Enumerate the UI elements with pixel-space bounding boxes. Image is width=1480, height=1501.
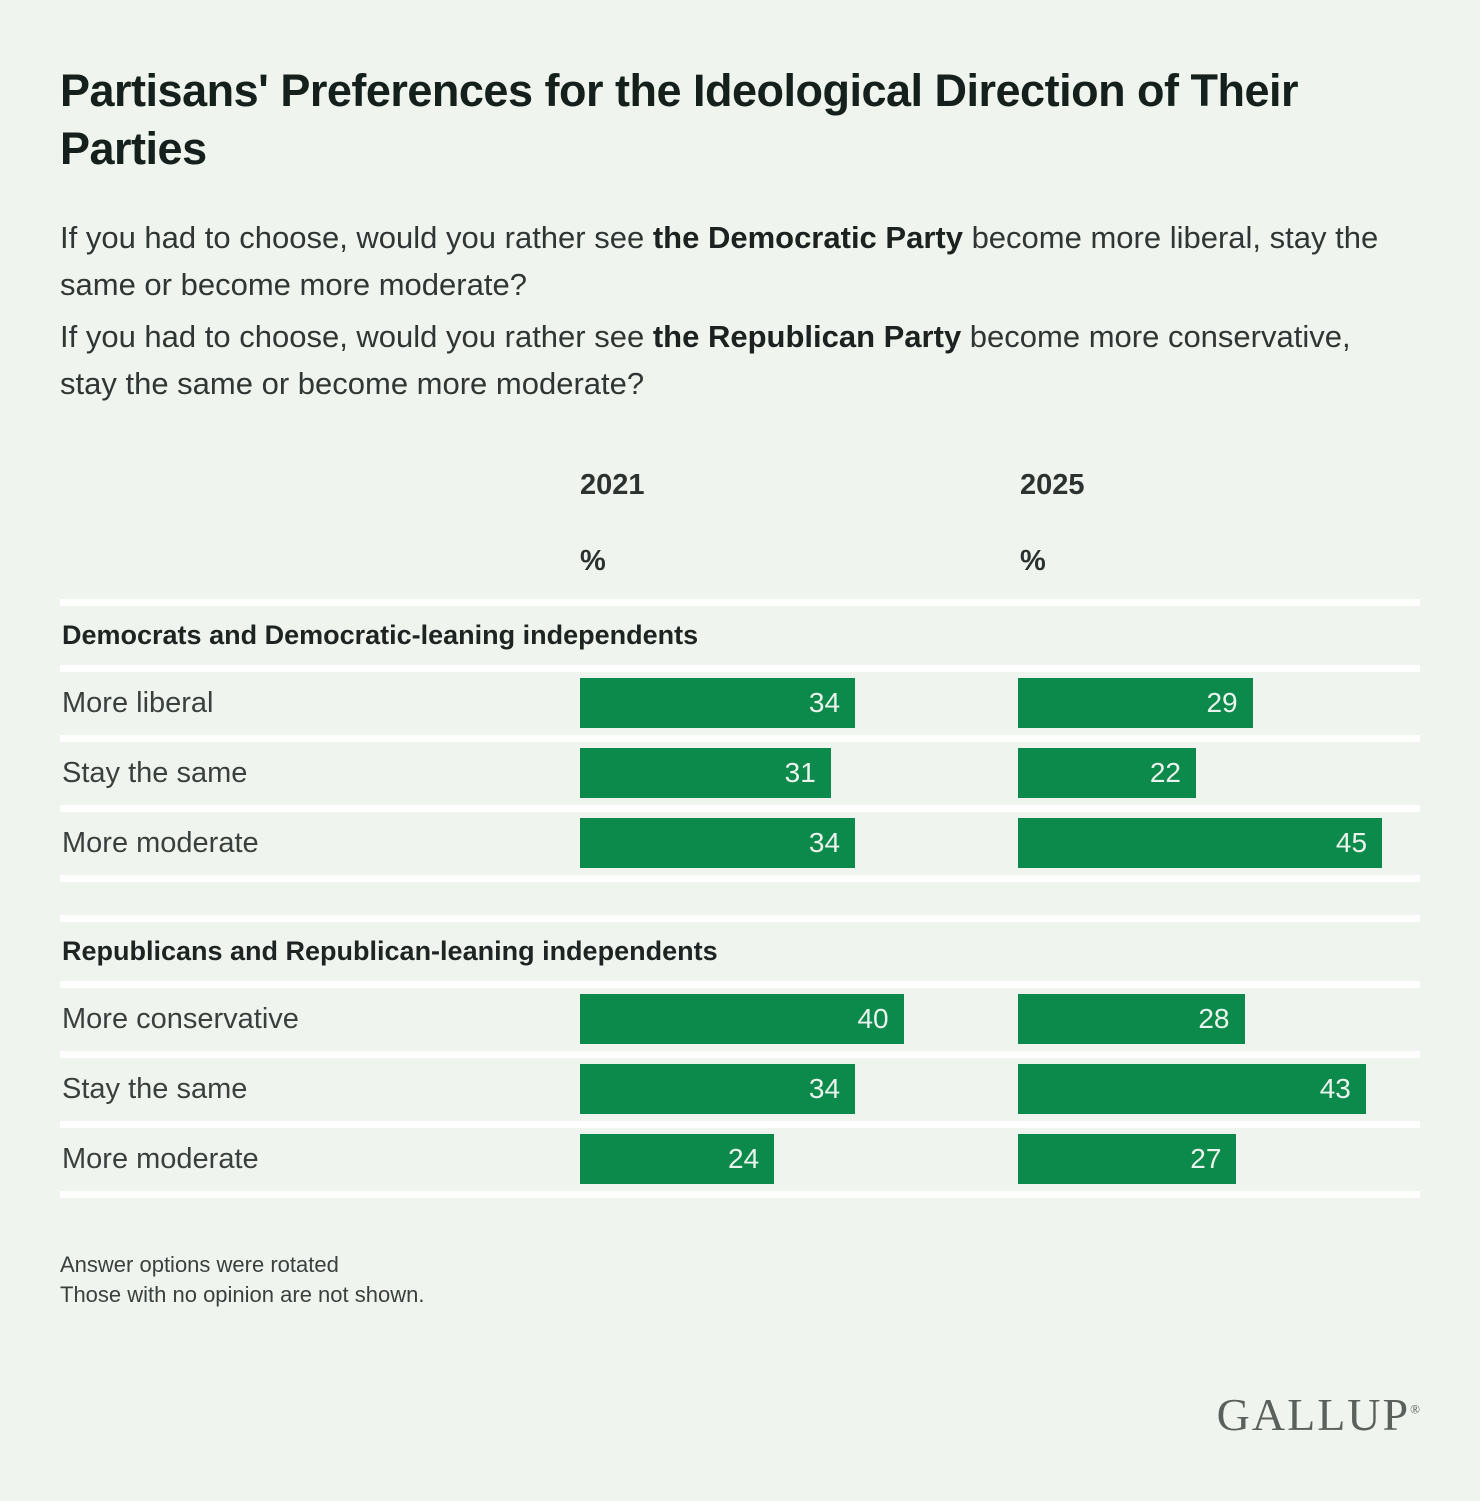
subtitle-2-a: If you had to choose, would you rather s… [60, 319, 653, 355]
bar-value-label: 24 [728, 1143, 760, 1175]
bar-value-label: 40 [857, 1003, 889, 1035]
chart-footnote: Answer options were rotated Those with n… [60, 1250, 1420, 1310]
column-headers: 2021 % 2025 % [60, 469, 1420, 599]
bar-2021-more-moderate: 34 [580, 818, 856, 869]
row-label: More moderate [62, 827, 259, 860]
bar-value-label: 31 [784, 757, 816, 789]
bar-value-label: 45 [1335, 827, 1368, 859]
chart-subtitle: If you had to choose, would you rather s… [60, 215, 1390, 407]
row-divider [60, 735, 1420, 743]
bar-value-label: 34 [808, 827, 841, 859]
table-row: More liberal 34 29 [60, 672, 1420, 735]
section-divider [60, 1191, 1420, 1199]
subtitle-1-emphasis: the Democratic Party [652, 220, 963, 256]
section-divider [60, 875, 1420, 883]
bar-chart: Democrats and Democratic-leaning indepen… [60, 599, 1420, 1199]
section-divider [60, 915, 1420, 923]
row-label: Stay the same [62, 1073, 248, 1106]
row-label: More liberal [62, 687, 214, 720]
row-divider [60, 805, 1420, 813]
bar-2021-stay-the-same: 31 [580, 748, 831, 799]
row-divider [60, 665, 1420, 673]
table-row: More conservative 40 28 [60, 988, 1420, 1051]
column-header-2025: 2025 % [1020, 469, 1085, 578]
table-row: Stay the same 31 22 [60, 742, 1420, 805]
section-gap [60, 882, 1420, 915]
row-label: More moderate [62, 1143, 259, 1176]
bar-2021-stay-the-same: 34 [580, 1064, 856, 1115]
bar-value-label: 22 [1149, 757, 1181, 789]
bar-value-label: 28 [1198, 1003, 1230, 1035]
row-divider [60, 981, 1420, 989]
row-label: Stay the same [62, 757, 248, 790]
subtitle-line-1: If you had to choose, would you rather s… [60, 215, 1390, 308]
table-row: More moderate 24 27 [60, 1128, 1420, 1191]
bar-value-label: 27 [1190, 1143, 1222, 1175]
bar-value-label: 29 [1206, 687, 1238, 719]
column-header-2021-unit: % [580, 545, 606, 578]
section-heading: Democrats and Democratic-leaning indepen… [62, 620, 699, 651]
column-header-2025-year: 2025 [1020, 469, 1085, 502]
bar-value-label: 34 [808, 687, 841, 719]
bar-2021-more-conservative: 40 [580, 994, 904, 1045]
footnote-line-2: Those with no opinion are not shown. [60, 1282, 425, 1308]
gallup-logo: GALLUP® [1217, 1388, 1420, 1441]
bar-2025-more-moderate: 27 [1018, 1134, 1237, 1185]
bar-2025-more-liberal: 29 [1018, 678, 1253, 729]
gallup-logo-text: GALLUP [1216, 1389, 1411, 1440]
table-row: More moderate 34 45 [60, 812, 1420, 875]
bar-2025-more-conservative: 28 [1018, 994, 1245, 1045]
section-heading: Republicans and Republican-leaning indep… [62, 936, 718, 967]
column-header-2021-year: 2021 [580, 469, 645, 502]
bar-2025-more-moderate: 45 [1018, 818, 1383, 869]
bar-2021-more-liberal: 34 [580, 678, 856, 729]
bar-value-label: 34 [808, 1073, 841, 1105]
bar-2025-stay-the-same: 43 [1018, 1064, 1366, 1115]
bar-2025-stay-the-same: 22 [1018, 748, 1196, 799]
subtitle-2-c: become more conservative, stay the same … [60, 319, 1351, 401]
subtitle-1-a: If you had to choose, would you rather s… [60, 220, 653, 256]
section-divider [60, 599, 1420, 607]
table-row: Stay the same 34 43 [60, 1058, 1420, 1121]
registered-trademark-icon: ® [1410, 1401, 1420, 1417]
bar-2021-more-moderate: 24 [580, 1134, 775, 1185]
subtitle-line-2: If you had to choose, would you rather s… [60, 314, 1390, 407]
row-label: More conservative [62, 1003, 299, 1036]
subtitle-2-emphasis: the Republican Party [652, 319, 962, 355]
subtitle-1-c: become more liberal, stay the same or be… [60, 220, 1379, 302]
page-title: Partisans' Preferences for the Ideologic… [60, 65, 1299, 174]
column-header-2025-unit: % [1020, 545, 1046, 578]
bar-value-label: 43 [1319, 1073, 1351, 1105]
row-divider [60, 1051, 1420, 1059]
row-divider [60, 1121, 1420, 1129]
footnote-line-1: Answer options were rotated [60, 1252, 339, 1278]
column-header-2021: 2021 % [580, 469, 645, 578]
